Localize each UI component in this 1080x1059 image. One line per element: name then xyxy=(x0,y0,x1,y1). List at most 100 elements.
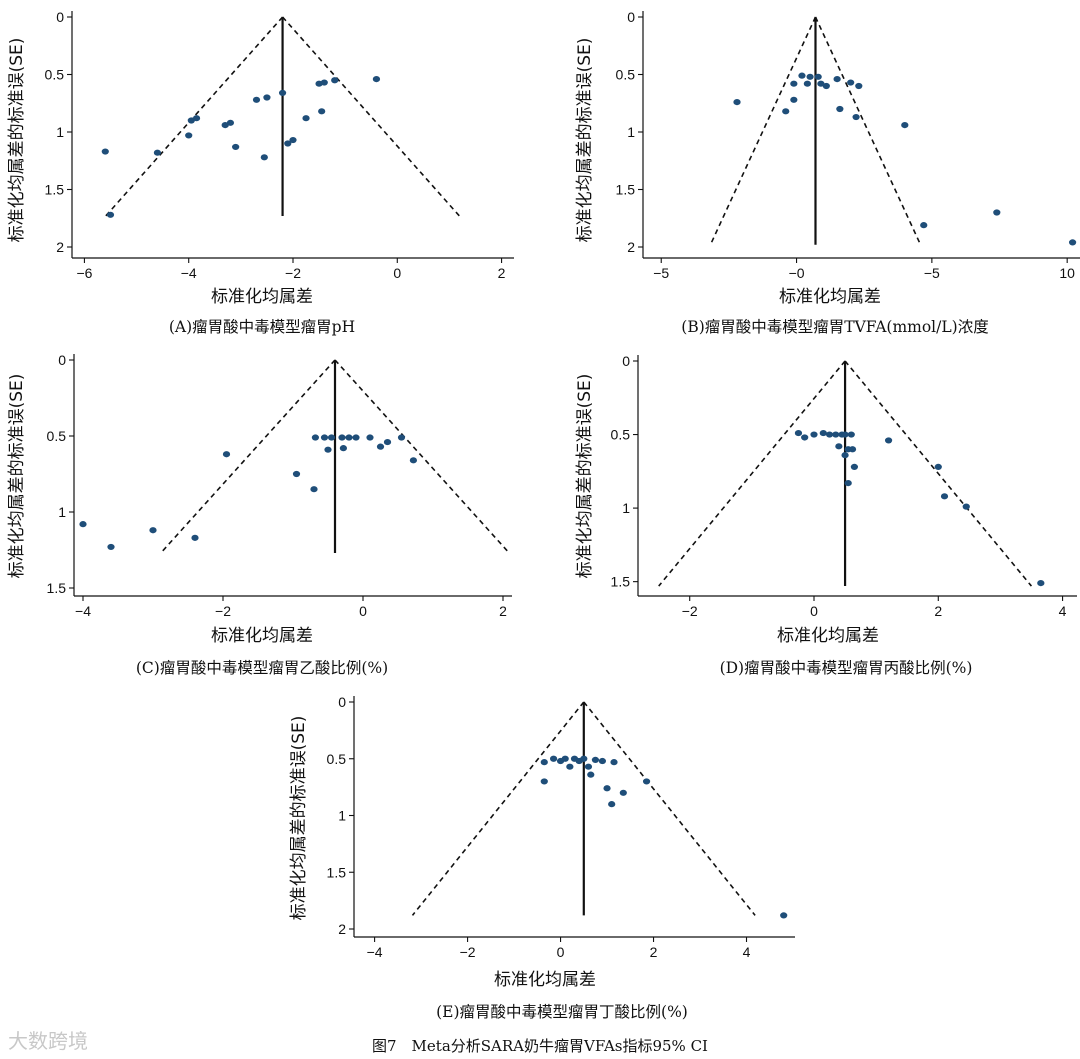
study-point xyxy=(598,757,606,765)
x-tick-label: −4 xyxy=(181,265,197,281)
x-tick-label: −2 xyxy=(285,265,301,281)
y-tick-label: 1.5 xyxy=(611,574,631,590)
study-point xyxy=(320,434,329,441)
study-point xyxy=(331,77,339,84)
study-point xyxy=(324,446,332,453)
study-point xyxy=(806,73,814,80)
y-tick-label: 0 xyxy=(622,353,630,369)
y-axis-label: 标准化均属差的标准误(SE) xyxy=(289,716,309,921)
study-point xyxy=(222,451,231,458)
study-point xyxy=(366,434,374,441)
funnel-left-line xyxy=(411,701,585,916)
study-point xyxy=(191,534,199,541)
study-point xyxy=(561,755,569,762)
study-point xyxy=(1037,580,1045,587)
study-point xyxy=(310,486,318,493)
funnel-right-line xyxy=(334,359,510,554)
x-axis-label: 标准化均属差 xyxy=(777,626,879,646)
study-point xyxy=(794,429,803,437)
study-point xyxy=(920,222,928,229)
study-point xyxy=(252,96,261,103)
study-point xyxy=(292,470,301,478)
study-point xyxy=(153,149,162,156)
panel-caption: (C)瘤胃酸中毒模型瘤胃乙酸比例(%) xyxy=(136,659,388,677)
study-point xyxy=(934,463,942,471)
y-tick-label: 1 xyxy=(627,124,635,140)
x-tick-label: 10 xyxy=(1059,265,1075,281)
study-point xyxy=(345,434,353,441)
study-point xyxy=(101,148,109,155)
study-point xyxy=(397,434,406,441)
y-tick-label: 1 xyxy=(56,124,64,140)
study-point xyxy=(619,789,627,796)
y-axis-label: 标准化均属差的标准误(SE) xyxy=(575,38,595,243)
study-point xyxy=(822,82,830,90)
study-point xyxy=(338,434,346,441)
y-tick-label: 1 xyxy=(338,808,346,824)
study-point xyxy=(810,431,818,438)
study-point xyxy=(540,759,548,766)
y-tick-label: 0.5 xyxy=(327,751,347,767)
study-point xyxy=(848,446,857,453)
y-tick-label: 0 xyxy=(56,9,64,25)
x-axis-label: 标准化均属差 xyxy=(211,287,313,307)
x-tick-label: −6 xyxy=(76,265,92,281)
study-point xyxy=(817,80,825,87)
x-tick-label: −2 xyxy=(460,944,476,960)
x-tick-label: −5 xyxy=(653,265,669,281)
y-axis-label: 标准化均属差的标准误(SE) xyxy=(575,374,595,579)
study-point xyxy=(311,434,319,441)
study-point xyxy=(587,771,595,778)
funnel-plot-b: −5 −0 −5 10 0 0.5 1 1.5 2 标准化均属差 标准化均属差的标准误(SE) (B)… xyxy=(575,9,1080,336)
study-point xyxy=(376,443,385,450)
x-tick-label: 4 xyxy=(1059,603,1067,619)
funnel-right-line xyxy=(583,701,756,916)
study-point xyxy=(580,755,588,762)
x-tick-label: −2 xyxy=(682,603,698,619)
study-point xyxy=(782,108,790,115)
study-point xyxy=(993,209,1001,216)
funnel-plot-a: −6 −4 −2 0 2 0 0.5 1 1.5 2 标准化均属差 标准化均属差的标准误(SE) (A)… xyxy=(7,9,514,336)
funnel-left-line xyxy=(814,16,922,246)
watermark: 大数跨境 xyxy=(8,1029,88,1053)
study-point xyxy=(320,79,328,86)
funnel-right-line xyxy=(709,16,817,246)
funnel-plot-e: −4 −2 0 2 4 0 0.5 1 1.5 2 标准化均属差 标准化均属差的标准误(SE) (E)瘤… xyxy=(289,694,795,1021)
y-tick-label: 0.5 xyxy=(47,428,67,444)
study-point xyxy=(835,443,843,450)
study-point xyxy=(847,431,855,438)
y-tick-label: 2 xyxy=(338,921,346,937)
y-axis-label: 标准化均属差的标准误(SE) xyxy=(7,374,27,579)
funnel-plot-d: −2 0 2 4 0 0.5 1 1.5 标准化均属差 标准化均属差的标准误(SE) (D)瘤胃酸中… xyxy=(575,353,1077,677)
funnel-right-line xyxy=(281,16,460,217)
study-point xyxy=(1068,239,1077,246)
study-point xyxy=(278,89,287,96)
study-point xyxy=(383,438,392,446)
x-tick-label: 0 xyxy=(359,603,367,619)
study-point xyxy=(339,445,347,452)
study-point xyxy=(549,755,558,762)
study-point xyxy=(733,99,741,106)
study-point xyxy=(803,80,811,87)
study-point xyxy=(302,115,310,122)
y-axis-label: 标准化均属差的标准误(SE) xyxy=(7,38,27,243)
x-tick-label: 2 xyxy=(934,603,942,619)
x-tick-label: 2 xyxy=(498,265,506,281)
study-point xyxy=(327,434,336,441)
study-point xyxy=(149,527,157,534)
study-point xyxy=(832,431,840,438)
study-point xyxy=(192,115,201,122)
study-point xyxy=(185,132,193,139)
study-point xyxy=(603,785,611,792)
study-point xyxy=(106,211,115,218)
study-point xyxy=(819,429,827,437)
y-tick-label: 2 xyxy=(56,239,64,255)
x-tick-label: −5 xyxy=(924,265,940,281)
funnel-left-line xyxy=(160,359,336,554)
x-axis-label: 标准化均属差 xyxy=(494,970,596,990)
y-tick-label: 0 xyxy=(58,352,66,368)
study-point xyxy=(940,493,949,500)
figure-caption: 图7 Meta分析SARA奶牛瘤胃VFAs指标95% CI xyxy=(372,1037,708,1055)
funnel-right-line xyxy=(844,360,1033,587)
